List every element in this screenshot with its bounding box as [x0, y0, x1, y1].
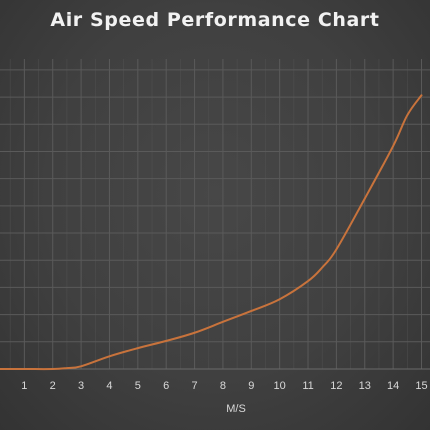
- x-tick-label: 7: [191, 380, 197, 392]
- x-tick-label: 15: [415, 380, 427, 392]
- series-layer: [0, 94, 423, 371]
- x-tick-label: 12: [330, 380, 342, 392]
- x-tick-label: 5: [135, 380, 141, 392]
- x-tick-label: 3: [78, 380, 84, 392]
- x-tick-label: 4: [106, 380, 112, 392]
- x-tick-label: 8: [220, 380, 226, 392]
- x-tick-label: 14: [387, 380, 399, 392]
- grid-lines: [0, 59, 430, 370]
- x-tick-label: 10: [274, 380, 286, 392]
- x-tick-label: 2: [50, 380, 56, 392]
- x-tick-label: 6: [163, 380, 169, 392]
- x-tick-label: 9: [248, 380, 254, 392]
- chart-title: Air Speed Performance Chart: [50, 9, 380, 31]
- series-line: [0, 94, 423, 371]
- x-axis-title: M/S: [226, 403, 246, 415]
- x-tick-label: 1: [21, 380, 27, 392]
- x-tick-labels: 1 2 3 4 5 6 7 8 9 10 11 12 13 14 15: [21, 380, 427, 392]
- x-tick-label: 11: [302, 380, 313, 392]
- x-tick-label: 13: [359, 380, 371, 392]
